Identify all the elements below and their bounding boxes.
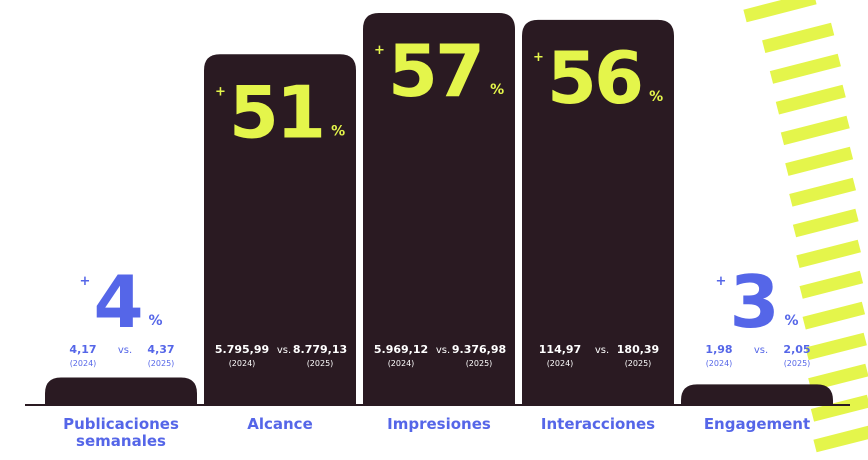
value-prefix: + [533, 50, 544, 65]
decor-stripe [762, 22, 835, 54]
bar [363, 13, 515, 405]
decor-stripe [802, 301, 866, 330]
bar [45, 377, 197, 405]
before-value: 114,97 [539, 343, 581, 356]
value-prefix: + [716, 274, 727, 289]
decor-stripe [743, 0, 817, 23]
versus: vs. [277, 345, 291, 356]
versus: vs. [595, 345, 609, 356]
versus: vs. [754, 345, 768, 356]
decor-stripe [775, 84, 846, 115]
decor-stripe [780, 115, 850, 146]
after-value: 9.376,98 [452, 343, 506, 356]
category-label: Interacciones [541, 415, 655, 433]
value-suffix: % [331, 123, 345, 139]
value-suffix: % [490, 82, 504, 98]
bar [204, 54, 356, 406]
after-value: 2,05 [783, 343, 810, 356]
before-year: (2024) [229, 359, 256, 368]
value-prefix: + [215, 84, 226, 99]
value-suffix: % [785, 313, 799, 329]
value-label: 3 [729, 260, 776, 344]
value-label: 57 [388, 29, 482, 113]
decor-stripe [799, 270, 864, 299]
decor-stripe [789, 177, 857, 207]
before-year: (2024) [547, 359, 574, 368]
value-label: 56 [547, 36, 641, 120]
after-value: 4,37 [147, 343, 174, 356]
decor-stripe [805, 332, 867, 361]
decor-stripe [796, 239, 861, 269]
category-label: Engagement [704, 415, 810, 433]
value-prefix: + [80, 274, 91, 289]
bar [522, 19, 674, 405]
decor-stripe [769, 53, 841, 84]
category-label: Impresiones [387, 415, 491, 433]
value-suffix: % [149, 313, 163, 329]
after-year: (2025) [148, 359, 175, 368]
before-value: 5.795,99 [215, 343, 269, 356]
before-value: 4,17 [69, 343, 96, 356]
versus: vs. [118, 345, 132, 356]
before-year: (2024) [70, 359, 97, 368]
category-label: semanales [76, 432, 166, 450]
decor-stripe [785, 146, 854, 176]
value-label: 4 [93, 260, 140, 344]
after-year: (2025) [307, 359, 334, 368]
decor-stripe [792, 208, 859, 238]
category-label: Alcance [247, 415, 313, 433]
after-year: (2025) [466, 359, 493, 368]
after-year: (2025) [784, 359, 811, 368]
before-year: (2024) [706, 359, 733, 368]
value-suffix: % [649, 89, 663, 105]
bar [681, 384, 833, 405]
after-value: 8.779,13 [293, 343, 347, 356]
decor-stripe [810, 394, 868, 422]
after-value: 180,39 [617, 343, 659, 356]
value-prefix: + [374, 43, 385, 58]
versus: vs. [436, 345, 450, 356]
before-value: 5.969,12 [374, 343, 428, 356]
decor-stripe [808, 363, 868, 391]
before-value: 1,98 [705, 343, 732, 356]
category-label: Publicaciones [63, 415, 179, 433]
before-year: (2024) [388, 359, 415, 368]
decor-stripe [813, 425, 868, 453]
after-year: (2025) [625, 359, 652, 368]
value-label: 51 [229, 70, 323, 154]
